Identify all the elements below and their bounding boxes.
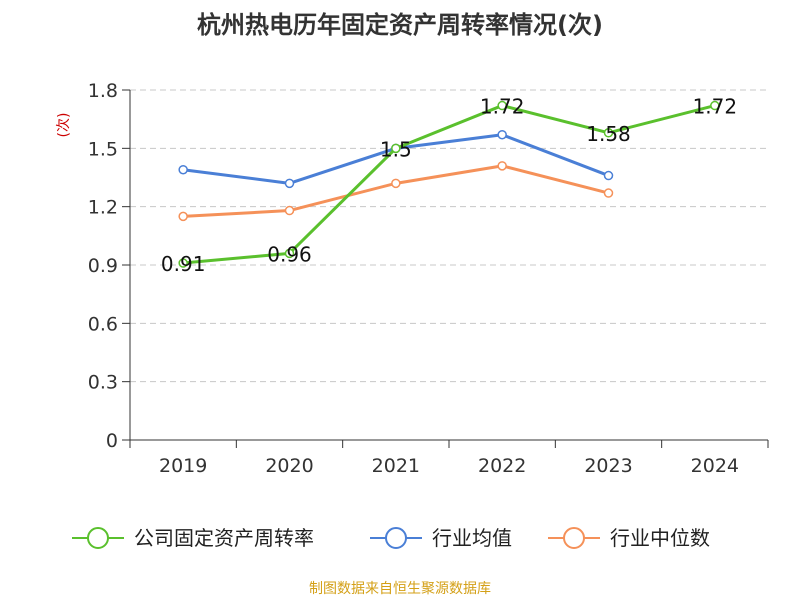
y-tick-label: 1.5 — [88, 138, 118, 160]
data-point-2 — [178, 211, 188, 222]
y-tick-label: 1.2 — [88, 197, 118, 219]
series-line-2 — [183, 164, 609, 218]
x-tick-label: 2023 — [584, 455, 632, 477]
data-point-2 — [497, 161, 507, 171]
y-tick-label: 0 — [106, 430, 118, 452]
y-axis-label: (次) — [56, 113, 72, 138]
data-point-0 — [497, 100, 507, 111]
y-tick-label: 0.9 — [88, 255, 118, 277]
data-point-2 — [391, 178, 401, 189]
legend: 公司固定资产周转率 行业均值 行业中位数 — [72, 526, 710, 550]
x-tick-label: 2019 — [159, 455, 207, 477]
data-point-1 — [603, 170, 614, 181]
legend-label-1: 行业均值 — [432, 526, 512, 550]
data-point-1 — [284, 178, 295, 189]
y-tick-label: 1.8 — [88, 80, 118, 102]
source-note: 制图数据来自恒生聚源数据库 — [309, 581, 491, 597]
label-layer: 0.91 0.96 1.5 1.72 1.58 1.72 — [161, 95, 737, 276]
grid-layer — [130, 89, 768, 383]
x-tick-label: 2020 — [265, 455, 313, 477]
axis-layer: 0 0.3 0.6 0.9 1.2 1.5 1.8 2019 2020 2021 2022 2023 2… — [88, 80, 769, 477]
y-tick-label: 0.3 — [88, 372, 118, 394]
data-point-2 — [284, 205, 295, 216]
series-line-0 — [183, 104, 716, 265]
data-label: 1.5 — [380, 137, 412, 161]
y-tick-label: 0.6 — [88, 313, 118, 335]
x-tick-label: 2022 — [478, 455, 526, 477]
chart-title: 杭州热电历年固定资产周转率情况(次) — [197, 11, 603, 39]
data-point-0 — [284, 248, 295, 259]
x-tick-label: 2021 — [372, 455, 420, 477]
legend-marker-0 — [87, 527, 109, 549]
data-point-0 — [603, 128, 614, 138]
legend-label-2: 行业中位数 — [610, 526, 710, 550]
data-point-2 — [603, 188, 614, 198]
data-point-1 — [497, 129, 507, 140]
data-label: 1.72 — [480, 95, 525, 119]
data-label: 0.91 — [161, 252, 206, 276]
data-point-0 — [391, 143, 401, 154]
data-point-1 — [178, 164, 188, 175]
legend-marker-2 — [563, 527, 585, 549]
legend-label-0: 公司固定资产周转率 — [134, 526, 314, 550]
legend-marker-1 — [385, 527, 407, 549]
x-tick-label: 2024 — [691, 455, 739, 477]
data-point-0 — [710, 100, 720, 111]
data-label: 0.96 — [267, 242, 312, 266]
series-layer — [178, 100, 720, 268]
data-point-0 — [178, 258, 188, 268]
data-label: 1.72 — [693, 95, 738, 119]
data-label: 1.58 — [586, 122, 631, 146]
